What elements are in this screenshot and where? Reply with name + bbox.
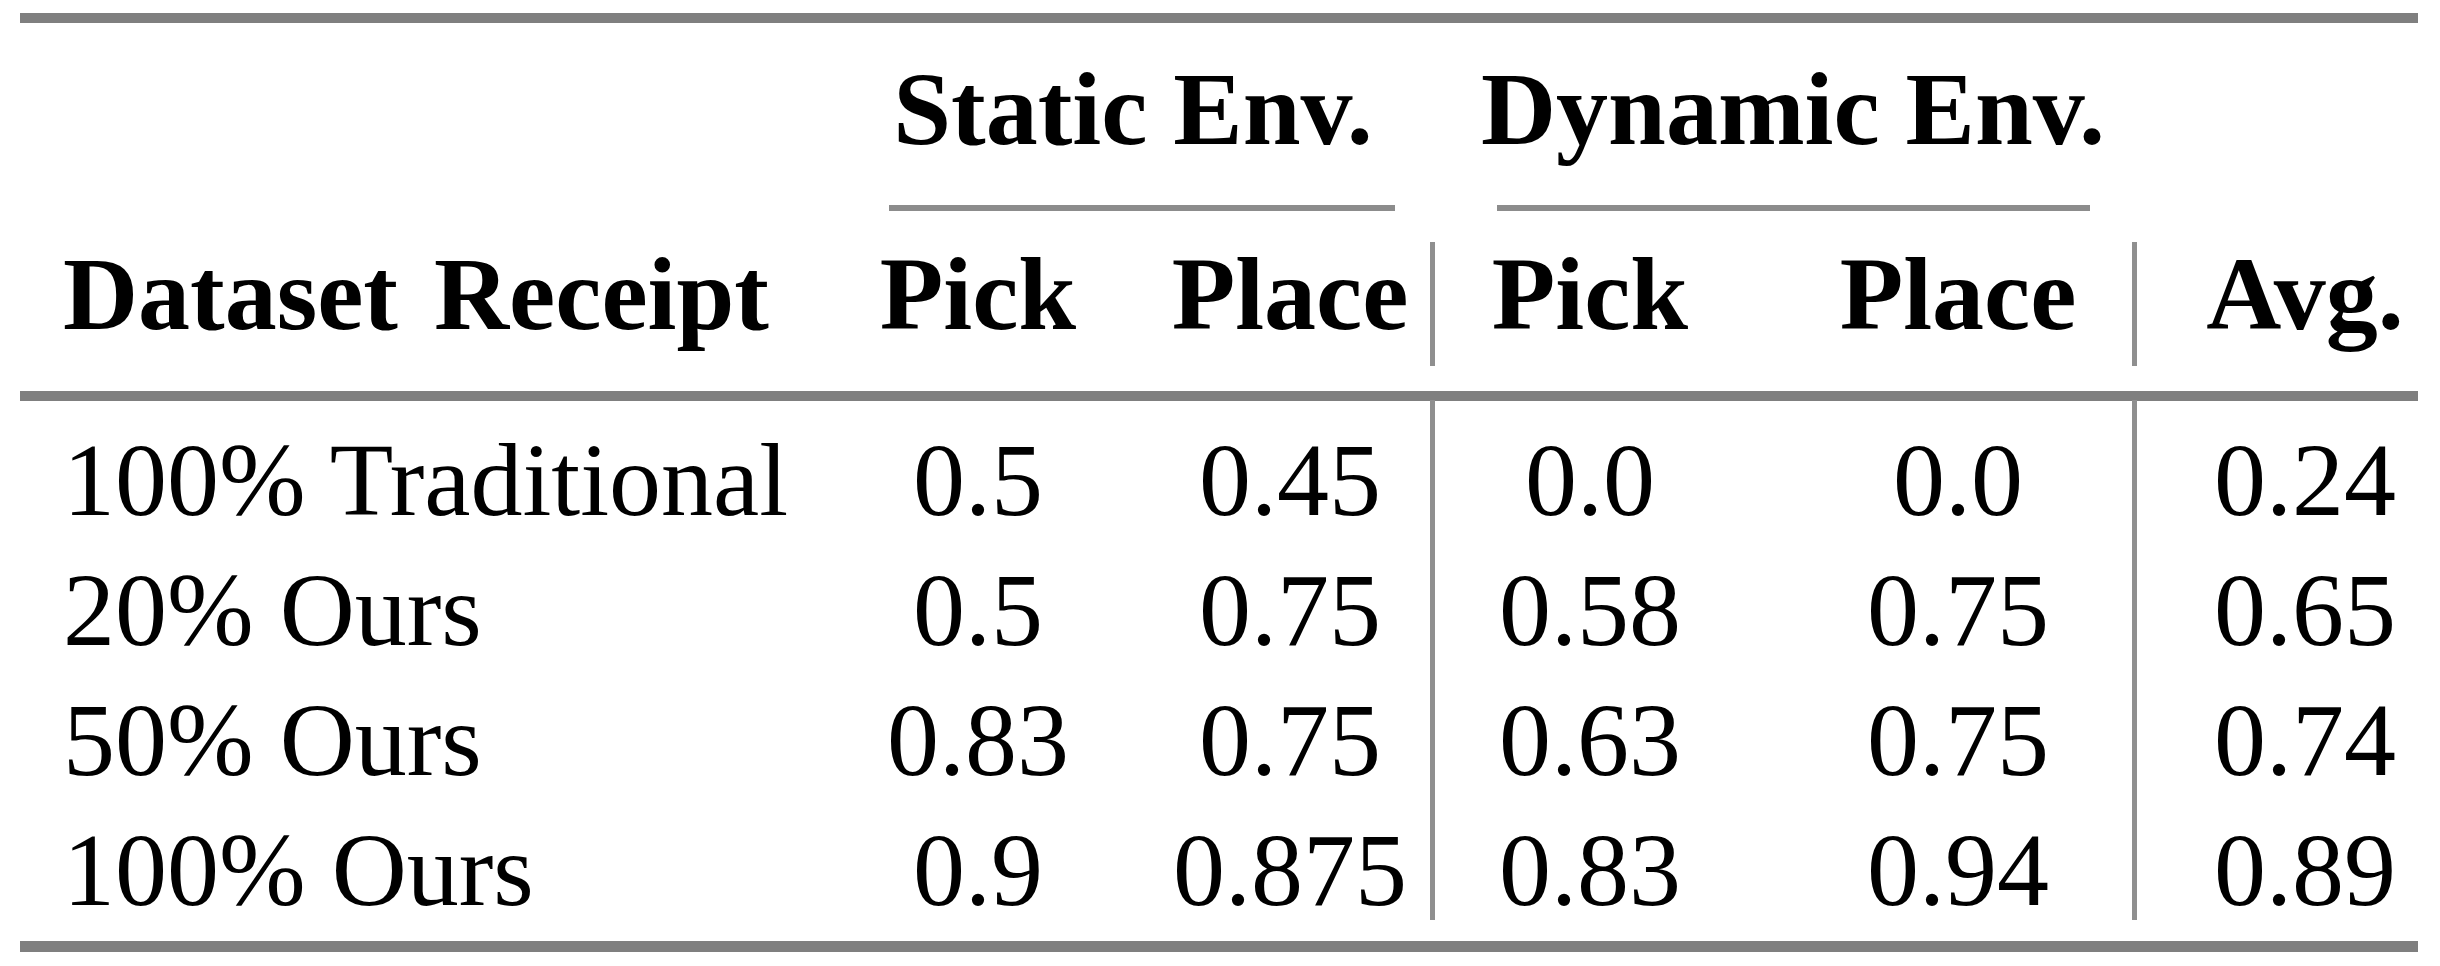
cell-dynamic-place: 0.94	[1867, 818, 2049, 922]
row-label: 100% Traditional	[63, 428, 788, 532]
header-static-pick: Pick	[880, 242, 1076, 346]
vertical-separator-avg-header	[2132, 242, 2137, 366]
cell-static-place: 0.875	[1173, 818, 1407, 922]
cell-avg: 0.74	[2214, 688, 2396, 792]
cell-avg: 0.89	[2214, 818, 2396, 922]
row-label: 100% Ours	[63, 818, 534, 922]
dynamic-env-underline	[1497, 205, 2090, 211]
cell-avg: 0.24	[2214, 428, 2396, 532]
cell-static-place: 0.75	[1199, 688, 1381, 792]
cell-static-place: 0.75	[1199, 558, 1381, 662]
header-avg: Avg.	[2206, 242, 2403, 346]
cell-static-pick: 0.5	[913, 428, 1043, 532]
cell-avg: 0.65	[2214, 558, 2396, 662]
vertical-separator-static-dynamic-body	[1430, 400, 1435, 920]
cell-static-pick: 0.5	[913, 558, 1043, 662]
column-group-static-env: Static Env.	[893, 57, 1373, 161]
header-static-place: Place	[1172, 242, 1409, 346]
table-bottom-rule	[20, 941, 2418, 952]
vertical-separator-static-dynamic-header	[1430, 242, 1435, 366]
row-label: 20% Ours	[63, 558, 482, 662]
header-dynamic-place: Place	[1840, 242, 2077, 346]
cell-dynamic-pick: 0.0	[1525, 428, 1655, 532]
row-label: 50% Ours	[63, 688, 482, 792]
cell-static-pick: 0.83	[887, 688, 1069, 792]
cell-static-pick: 0.9	[913, 818, 1043, 922]
header-dataset-receipt: Dataset Receipt	[63, 242, 769, 346]
table-top-rule	[20, 13, 2418, 23]
cell-dynamic-pick: 0.58	[1499, 558, 1681, 662]
column-group-dynamic-env: Dynamic Env.	[1481, 57, 2105, 161]
header-dynamic-pick: Pick	[1492, 242, 1688, 346]
results-table: Static Env. Dynamic Env. Dataset Receipt…	[0, 0, 2440, 966]
cell-static-place: 0.45	[1199, 428, 1381, 532]
cell-dynamic-pick: 0.83	[1499, 818, 1681, 922]
vertical-separator-avg-body	[2132, 400, 2137, 920]
cell-dynamic-pick: 0.63	[1499, 688, 1681, 792]
static-env-underline	[889, 205, 1395, 211]
table-header-rule	[20, 391, 2418, 401]
cell-dynamic-place: 0.0	[1893, 428, 2023, 532]
cell-dynamic-place: 0.75	[1867, 688, 2049, 792]
cell-dynamic-place: 0.75	[1867, 558, 2049, 662]
